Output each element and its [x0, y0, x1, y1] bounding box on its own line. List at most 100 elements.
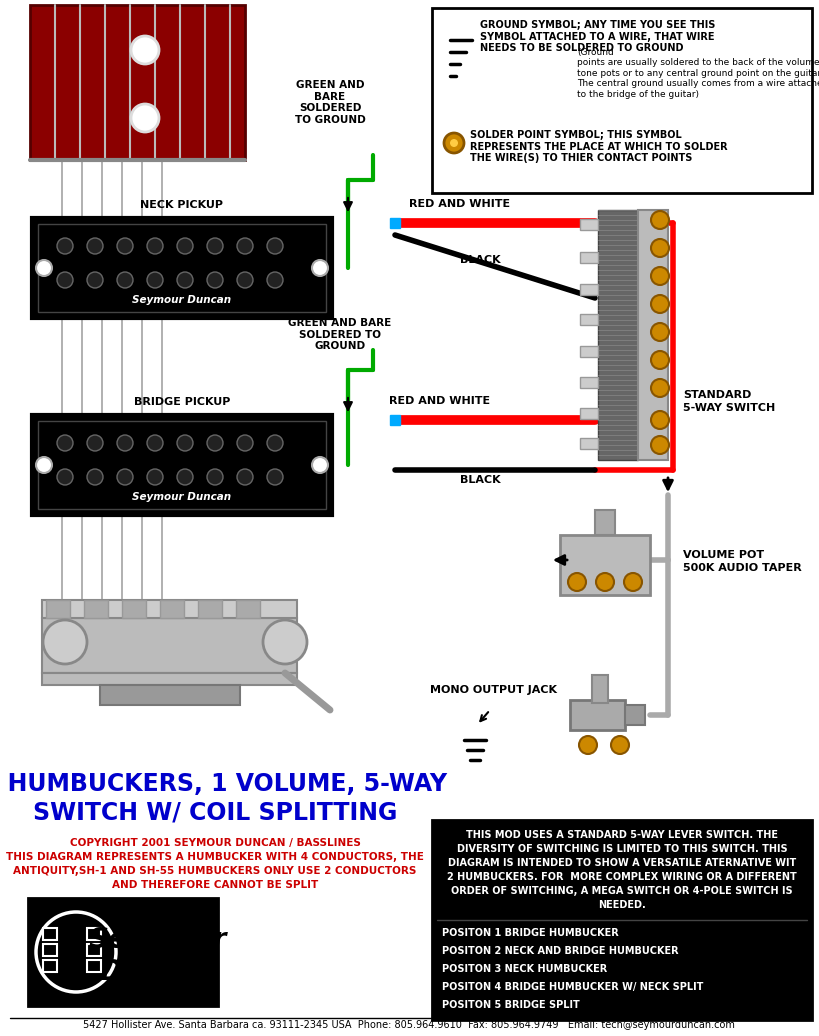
Bar [43, 944, 57, 956]
Circle shape [651, 295, 669, 313]
Circle shape [267, 469, 283, 485]
Circle shape [147, 435, 163, 451]
Text: NEEDED.: NEEDED. [598, 900, 646, 910]
Bar [595, 510, 615, 535]
Bar [570, 700, 625, 730]
Text: 2 HUMBUCKERS. FOR  MORE COMPLEX WIRING OR A DIFFERENT: 2 HUMBUCKERS. FOR MORE COMPLEX WIRING OR… [447, 872, 797, 882]
Circle shape [263, 620, 307, 664]
Bar [580, 408, 598, 419]
Bar [580, 377, 598, 388]
Bar [638, 210, 668, 460]
Bar [43, 928, 57, 940]
Bar [30, 5, 245, 160]
Circle shape [444, 133, 464, 153]
Circle shape [207, 238, 223, 254]
Text: Seymour Duncan: Seymour Duncan [133, 295, 232, 305]
Text: BLACK: BLACK [459, 255, 500, 265]
Circle shape [131, 36, 159, 64]
Bar [580, 438, 598, 449]
Circle shape [87, 469, 103, 485]
Circle shape [267, 435, 283, 451]
Circle shape [237, 238, 253, 254]
Text: NECK PICKUP: NECK PICKUP [141, 200, 224, 210]
Circle shape [117, 238, 133, 254]
Circle shape [207, 469, 223, 485]
Circle shape [87, 238, 103, 254]
Circle shape [624, 573, 642, 591]
Text: MONO OUTPUT JACK: MONO OUTPUT JACK [430, 685, 557, 695]
Bar [580, 314, 598, 325]
Circle shape [177, 238, 193, 254]
Text: Seymour Duncan: Seymour Duncan [133, 492, 232, 502]
Text: Seymour: Seymour [88, 926, 227, 954]
Circle shape [237, 435, 253, 451]
Circle shape [450, 139, 458, 147]
Bar [580, 284, 598, 295]
Circle shape [36, 457, 52, 473]
Circle shape [57, 238, 73, 254]
Circle shape [207, 435, 223, 451]
Bar [32, 218, 332, 318]
Circle shape [207, 272, 223, 288]
Circle shape [237, 469, 253, 485]
Circle shape [117, 272, 133, 288]
Bar [236, 600, 260, 618]
Bar [580, 219, 598, 230]
Text: SOLDER POINT SYMBOL; THIS SYMBOL
REPRESENTS THE PLACE AT WHICH TO SOLDER
THE WIR: SOLDER POINT SYMBOL; THIS SYMBOL REPRESE… [470, 130, 727, 164]
Text: DIVERSITY OF SWITCHING IS LIMITED TO THIS SWITCH. THIS: DIVERSITY OF SWITCHING IS LIMITED TO THI… [457, 844, 787, 854]
Text: RED AND WHITE: RED AND WHITE [389, 396, 490, 406]
Text: 5427 Hollister Ave. Santa Barbara ca. 93111-2345 USA  Phone: 805.964.9610  Fax: : 5427 Hollister Ave. Santa Barbara ca. 93… [83, 1020, 735, 1030]
Circle shape [131, 104, 159, 132]
Circle shape [651, 267, 669, 285]
Bar [100, 685, 240, 706]
Circle shape [57, 435, 73, 451]
Text: VOLUME POT: VOLUME POT [683, 550, 764, 560]
Circle shape [651, 239, 669, 257]
Text: ORDER OF SWITCHING, A MEGA SWITCH OR 4-POLE SWITCH IS: ORDER OF SWITCHING, A MEGA SWITCH OR 4-P… [451, 886, 793, 896]
Bar [38, 421, 326, 509]
Bar [625, 706, 645, 725]
Bar [390, 415, 400, 425]
Bar [42, 600, 297, 618]
Circle shape [651, 436, 669, 454]
Circle shape [117, 435, 133, 451]
Bar [42, 618, 297, 673]
Bar [432, 8, 812, 193]
Bar [560, 535, 650, 595]
Text: BRIDGE PICKUP: BRIDGE PICKUP [133, 397, 230, 407]
Circle shape [568, 573, 586, 591]
Text: POSITON 2 NECK AND BRIDGE HUMBUCKER: POSITON 2 NECK AND BRIDGE HUMBUCKER [442, 946, 679, 956]
Circle shape [177, 469, 193, 485]
Text: GREEN AND BARE
SOLDERED TO
GROUND: GREEN AND BARE SOLDERED TO GROUND [288, 318, 391, 351]
Circle shape [147, 272, 163, 288]
Circle shape [36, 912, 116, 992]
Bar [84, 600, 108, 618]
Bar [198, 600, 222, 618]
Circle shape [177, 272, 193, 288]
Circle shape [43, 620, 87, 664]
Text: GREEN AND
BARE
SOLDERED
TO GROUND: GREEN AND BARE SOLDERED TO GROUND [295, 80, 365, 124]
Text: COPYRIGHT 2001 SEYMOUR DUNCAN / BASSLINES: COPYRIGHT 2001 SEYMOUR DUNCAN / BASSLINE… [70, 838, 360, 848]
Bar [87, 944, 101, 956]
Circle shape [596, 573, 614, 591]
Circle shape [312, 457, 328, 473]
Circle shape [267, 272, 283, 288]
Text: THIS DIAGRAM REPRESENTS A HUMBUCKER WITH 4 CONDUCTORS, THE: THIS DIAGRAM REPRESENTS A HUMBUCKER WITH… [6, 852, 424, 862]
Text: SWITCH W/ COIL SPLITTING: SWITCH W/ COIL SPLITTING [33, 800, 397, 824]
Bar [43, 960, 57, 972]
Bar [592, 675, 608, 703]
Circle shape [147, 238, 163, 254]
Text: ®: ® [207, 986, 219, 996]
Bar [390, 218, 400, 228]
Bar [42, 673, 297, 685]
Circle shape [312, 260, 328, 276]
Bar [598, 210, 638, 460]
Bar [580, 252, 598, 263]
Text: ANTIQUITY,SH-1 AND SH-55 HUMBUCKERS ONLY USE 2 CONDUCTORS: ANTIQUITY,SH-1 AND SH-55 HUMBUCKERS ONLY… [13, 866, 417, 876]
Text: POSITON 3 NECK HUMBUCKER: POSITON 3 NECK HUMBUCKER [442, 965, 607, 974]
Text: RED AND WHITE: RED AND WHITE [410, 199, 510, 209]
Circle shape [57, 469, 73, 485]
Circle shape [177, 435, 193, 451]
Text: (Ground
points are usually soldered to the back of the volume or
tone pots or to: (Ground points are usually soldered to t… [577, 48, 819, 98]
Text: 2 HUMBUCKERS, 1 VOLUME, 5-WAY: 2 HUMBUCKERS, 1 VOLUME, 5-WAY [0, 772, 447, 796]
